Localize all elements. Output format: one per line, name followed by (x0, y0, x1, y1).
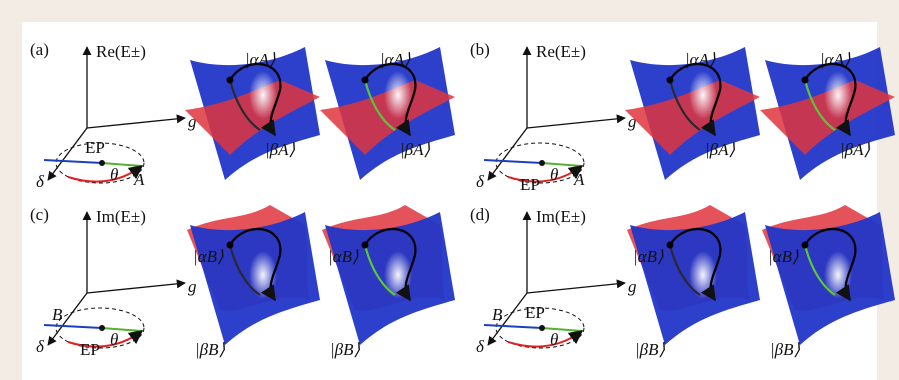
axis-label: g (188, 277, 197, 296)
point-label: B (492, 305, 503, 324)
axis-label: Re(E±) (96, 42, 146, 61)
panel-label: (c) (30, 205, 49, 224)
state-label: |αB⟩ (328, 247, 359, 266)
panel-label: (a) (30, 40, 49, 59)
ep-dot (539, 160, 545, 166)
ep-label: EP (520, 175, 540, 194)
state-label: |αB⟩ (633, 247, 664, 266)
point-label: A (573, 170, 585, 189)
state-dot (227, 77, 234, 84)
state-dot (362, 242, 369, 249)
ep-dot (99, 325, 105, 331)
ep-label: EP (80, 340, 100, 359)
panel-label: (d) (470, 205, 490, 224)
point-label: A (133, 170, 145, 189)
panel-label: (b) (470, 40, 490, 59)
theta-label: θ (110, 165, 118, 184)
axis-label: Im(E±) (536, 207, 586, 226)
state-label: |βA⟩ (400, 140, 431, 159)
state-label: |βA⟩ (265, 140, 296, 159)
theta-label: θ (550, 330, 558, 349)
state-label: |αA⟩ (685, 50, 716, 69)
state-label: |αA⟩ (380, 50, 411, 69)
state-label: |βA⟩ (840, 140, 871, 159)
axis-label: δ (476, 172, 485, 191)
point-label: B (52, 305, 63, 324)
state-label: |βB⟩ (195, 340, 226, 359)
state-label: |αA⟩ (820, 50, 851, 69)
ep-label: EP (525, 303, 545, 322)
state-dot (802, 242, 809, 249)
state-label: |βB⟩ (330, 340, 361, 359)
axis-label: δ (36, 337, 45, 356)
state-dot (362, 77, 369, 84)
figure: (a)Re(E±)gδEPθA|αA⟩|βA⟩|αA⟩|βA⟩(b)Re(E±)… (0, 0, 899, 380)
state-label: |αB⟩ (193, 247, 224, 266)
axis-label: δ (36, 172, 45, 191)
state-label: |βB⟩ (770, 340, 801, 359)
state-label: |αB⟩ (768, 247, 799, 266)
ep-label: EP (85, 138, 105, 157)
axis-label: g (628, 277, 637, 296)
state-label: |βA⟩ (705, 140, 736, 159)
state-dot (802, 77, 809, 84)
state-label: |αA⟩ (245, 50, 276, 69)
theta-label: θ (550, 165, 558, 184)
axis-label: δ (476, 337, 485, 356)
state-dot (667, 242, 674, 249)
ep-dot (99, 160, 105, 166)
state-dot (227, 242, 234, 249)
ep-dot (539, 325, 545, 331)
axis-label: Re(E±) (536, 42, 586, 61)
axis-label: Im(E±) (96, 207, 146, 226)
state-dot (667, 77, 674, 84)
state-label: |βB⟩ (635, 340, 666, 359)
theta-label: θ (110, 330, 118, 349)
